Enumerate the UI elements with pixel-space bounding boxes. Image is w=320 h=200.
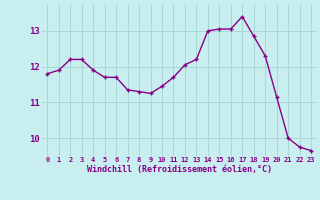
X-axis label: Windchill (Refroidissement éolien,°C): Windchill (Refroidissement éolien,°C) bbox=[87, 165, 272, 174]
